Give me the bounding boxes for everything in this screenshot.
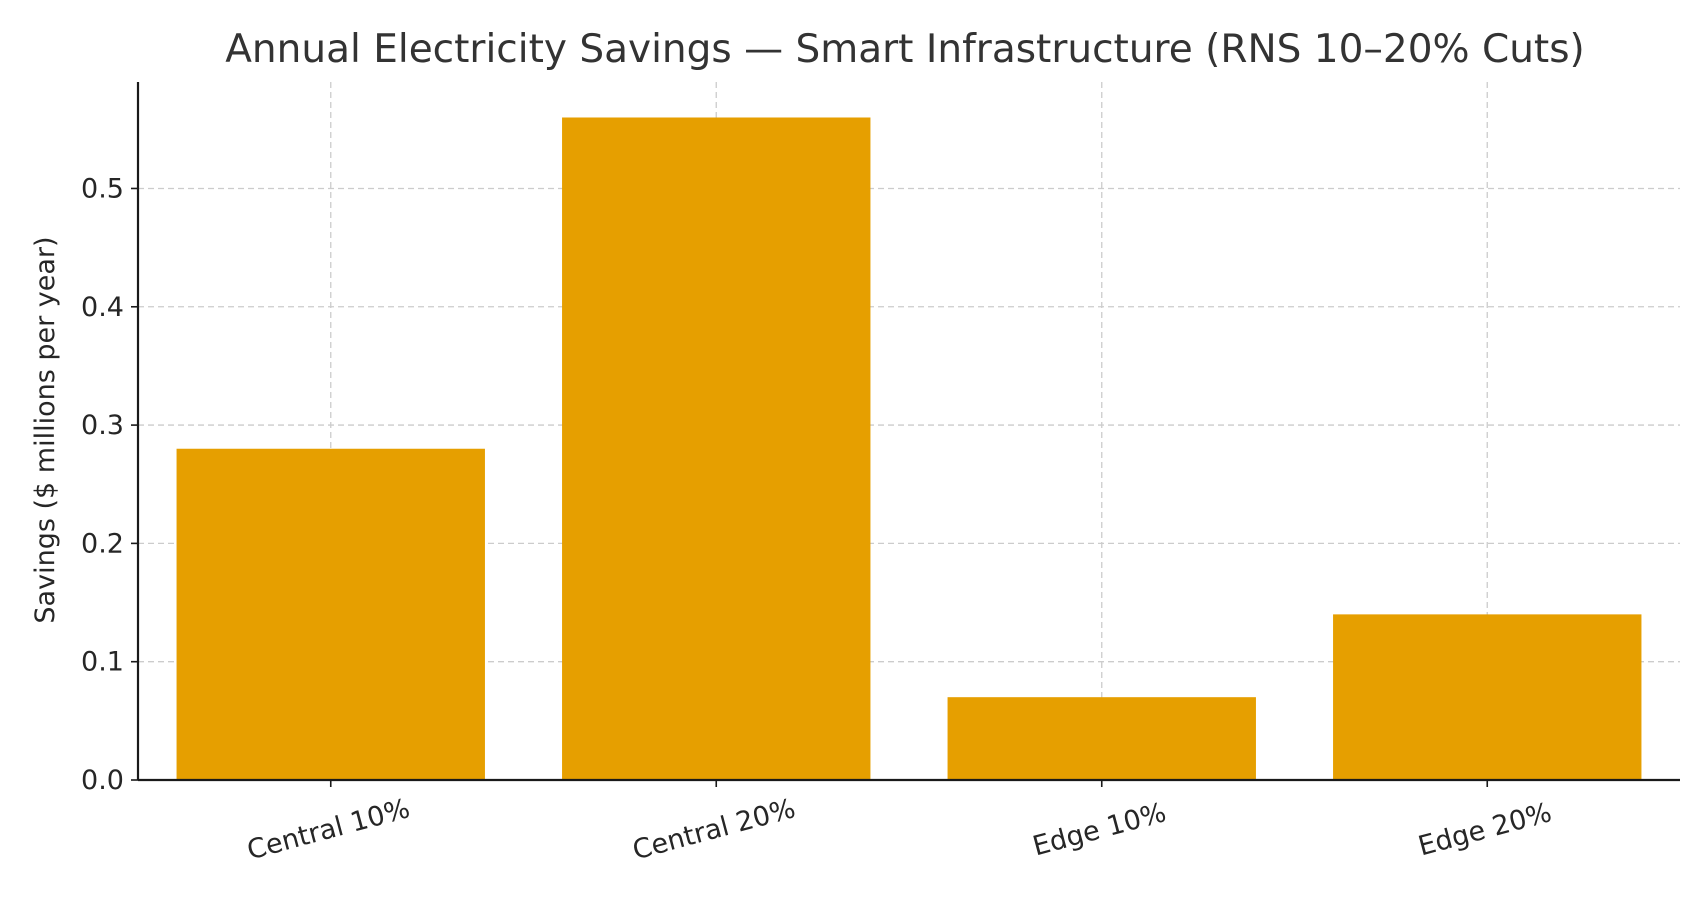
bars (176, 117, 1642, 781)
axes (136, 82, 1680, 782)
y-tick-label: 0.4 (81, 292, 124, 323)
x-tick-label: Edge 20% (1415, 797, 1555, 862)
y-tick-label: 0.0 (81, 765, 124, 796)
y-tick-label: 0.1 (81, 647, 124, 678)
y-axis-label: Savings ($ millions per year) (30, 236, 61, 623)
x-tick-label: Central 20% (629, 793, 798, 866)
bar-central-10- (176, 448, 485, 780)
y-tick-label: 0.5 (81, 173, 124, 204)
bar-central-20- (562, 117, 871, 781)
bar-edge-20- (1333, 614, 1642, 780)
y-tick-label: 0.2 (81, 528, 124, 559)
bar-edge-10- (947, 697, 1256, 780)
x-axis-ticks: Central 10% Central 20% Edge 10% Edge 20% (244, 780, 1555, 866)
x-tick-label: Central 10% (244, 793, 413, 866)
x-tick-label: Edge 10% (1030, 797, 1170, 862)
y-tick-label: 0.3 (81, 410, 124, 441)
y-axis-ticks: 0.0 0.1 0.2 0.3 0.4 0.5 (81, 173, 138, 796)
chart-title: Annual Electricity Savings — Smart Infra… (225, 27, 1585, 72)
